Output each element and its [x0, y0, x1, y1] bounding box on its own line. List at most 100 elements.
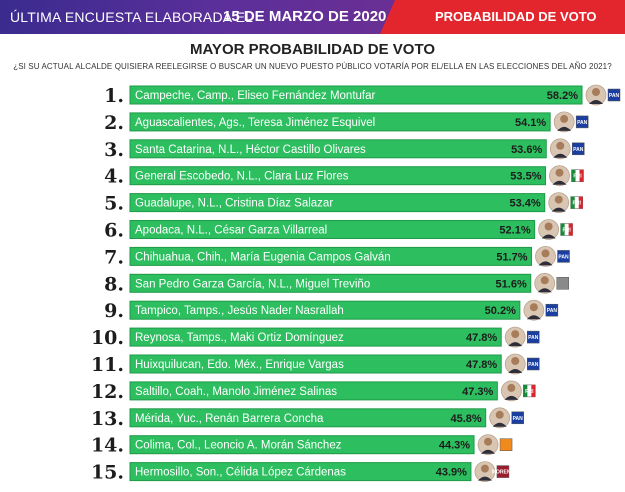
rank-label: 13. — [91, 408, 124, 430]
candidate-body — [508, 342, 523, 347]
pri-logo-green — [560, 223, 565, 236]
bar-category-label: Reynosa, Tamps., Maki Ortiz Domínguez — [135, 332, 344, 344]
bar-category-label: Huixquilucan, Edo. Méx., Enrique Vargas — [135, 359, 344, 371]
pri-logo-green — [523, 384, 528, 397]
bar-row: 13. Mérida, Yuc., Renán Barrera Concha 45.… — [91, 407, 524, 430]
bar — [129, 166, 546, 186]
candidate-body — [504, 395, 519, 400]
bar-value-label: 51.6% — [496, 278, 527, 290]
pri-logo-red — [579, 169, 584, 182]
bar-category-label: Campeche, Camp., Eliseo Fernández Montuf… — [135, 90, 376, 102]
bar — [129, 354, 502, 374]
bar-value-label: 58.2% — [547, 90, 578, 102]
rank-label: 1. — [104, 85, 124, 107]
party-label: PAN — [577, 120, 588, 126]
bar-row: 14. Colima, Col., Leoncio A. Morán Sánche… — [91, 434, 513, 457]
candidate-body — [526, 315, 541, 320]
party-label: PRI — [562, 228, 571, 234]
candidate-face — [555, 168, 564, 177]
bar-row: 6. Apodaca, N.L., César Garza Villarreal 5… — [104, 219, 573, 242]
rank-label: 8. — [104, 273, 124, 295]
chart-title: MAYOR PROBABILIDAD DE VOTO — [189, 41, 436, 58]
candidate-body — [552, 180, 567, 185]
candidate-face — [556, 141, 565, 150]
candidate-body — [492, 422, 507, 427]
rank-label: 7. — [104, 246, 124, 268]
candidate-body — [477, 476, 492, 481]
bar — [129, 220, 536, 239]
bar-value-label: 47.8% — [466, 359, 497, 371]
candidate-body — [557, 126, 572, 131]
bar — [129, 246, 533, 266]
bar-value-label: 54.1% — [515, 117, 546, 129]
party-pan-logo — [572, 142, 585, 156]
bar-row: 15. Hermosillo, Son., Célida López Cárden… — [91, 461, 515, 484]
party-label: PAN — [528, 362, 539, 368]
party-mc-logo — [499, 438, 513, 451]
bar — [129, 273, 532, 293]
candidate-face — [511, 330, 520, 339]
banner-text-left: ÚLTIMA ENCUESTA ELABORADA EL — [10, 9, 254, 25]
party-pan-logo — [526, 330, 540, 344]
candidate-face — [554, 195, 563, 204]
header-banner: ÚLTIMA ENCUESTA ELABORADA EL 15 DE MARZO… — [0, 0, 625, 34]
bar — [129, 327, 502, 347]
bar — [129, 408, 487, 428]
candidate-face — [592, 88, 600, 96]
party-label: PAN — [528, 335, 539, 341]
rank-label: 9. — [104, 300, 124, 322]
rank-label: 12. — [91, 381, 124, 403]
party-pan-logo — [526, 357, 540, 371]
chart-subtitle: ¿SI SU ACTUAL ALCALDE QUISIERA REELEGIRS… — [13, 62, 612, 71]
rank-label: 3. — [104, 139, 124, 161]
bar — [129, 435, 475, 455]
bar — [129, 462, 472, 482]
candidate-face — [544, 222, 553, 231]
candidate-body — [537, 288, 552, 293]
bar — [129, 381, 498, 401]
rank-label: 5. — [104, 193, 124, 215]
bar-category-label: Santa Catarina, N.L., Héctor Castillo Ol… — [135, 144, 366, 156]
rank-label: 11. — [91, 354, 124, 376]
pri-logo-red — [531, 384, 536, 397]
party-pan-logo — [575, 115, 589, 129]
bar-row: 1. Campeche, Camp., Eliseo Fernández Mont… — [104, 84, 621, 107]
bar-value-label: 45.8% — [450, 413, 481, 425]
party-label: PAN — [513, 416, 524, 422]
candidate-face — [529, 303, 538, 312]
candidate-body — [538, 261, 553, 266]
candidate-face — [540, 276, 549, 285]
party-label: PAN — [573, 147, 584, 153]
bar — [129, 112, 551, 132]
candidate-body — [481, 449, 496, 454]
bar-row: 5. Guadalupe, N.L., Cristina Díaz Salazar… — [104, 192, 583, 215]
bar-value-label: 44.3% — [439, 440, 470, 452]
candidate-face — [507, 383, 516, 392]
party-pan-logo — [607, 88, 621, 102]
bar-value-label: 47.3% — [462, 386, 493, 398]
party-pan-logo — [545, 303, 559, 317]
party-pan-logo — [511, 411, 524, 425]
rank-label: 15. — [91, 462, 124, 484]
bar-category-label: Mérida, Yuc., Renán Barrera Concha — [135, 413, 324, 425]
bar-row: 12. Saltillo, Coah., Manolo Jiménez Salin… — [91, 380, 536, 403]
party-label: PAN — [558, 254, 569, 260]
banner-left-panel — [0, 0, 395, 34]
bar-row: 7. Chihuahua, Chih., María Eugenia Campos… — [104, 245, 570, 268]
bar-category-label: Aguascalientes, Ags., Teresa Jiménez Esq… — [135, 117, 375, 129]
bar-row: 11. Huixquilucan, Edo. Méx., Enrique Varg… — [91, 353, 540, 376]
bar-category-label: Tampico, Tamps., Jesús Nader Nasrallah — [135, 305, 344, 317]
candidate-face — [484, 437, 493, 446]
rank-label: 6. — [104, 220, 124, 242]
party-label: MORENA — [492, 470, 515, 476]
candidate-face — [480, 464, 489, 473]
candidate-face — [560, 114, 569, 123]
pri-logo-green — [570, 196, 575, 209]
candidate-body — [589, 100, 603, 104]
banner-right-panel — [380, 0, 625, 34]
bar-row: 8. San Pedro Garza García, N.L., Miguel T… — [104, 272, 569, 295]
bar — [129, 193, 546, 213]
candidate-face — [541, 249, 550, 258]
bar-value-label: 52.1% — [499, 225, 530, 237]
